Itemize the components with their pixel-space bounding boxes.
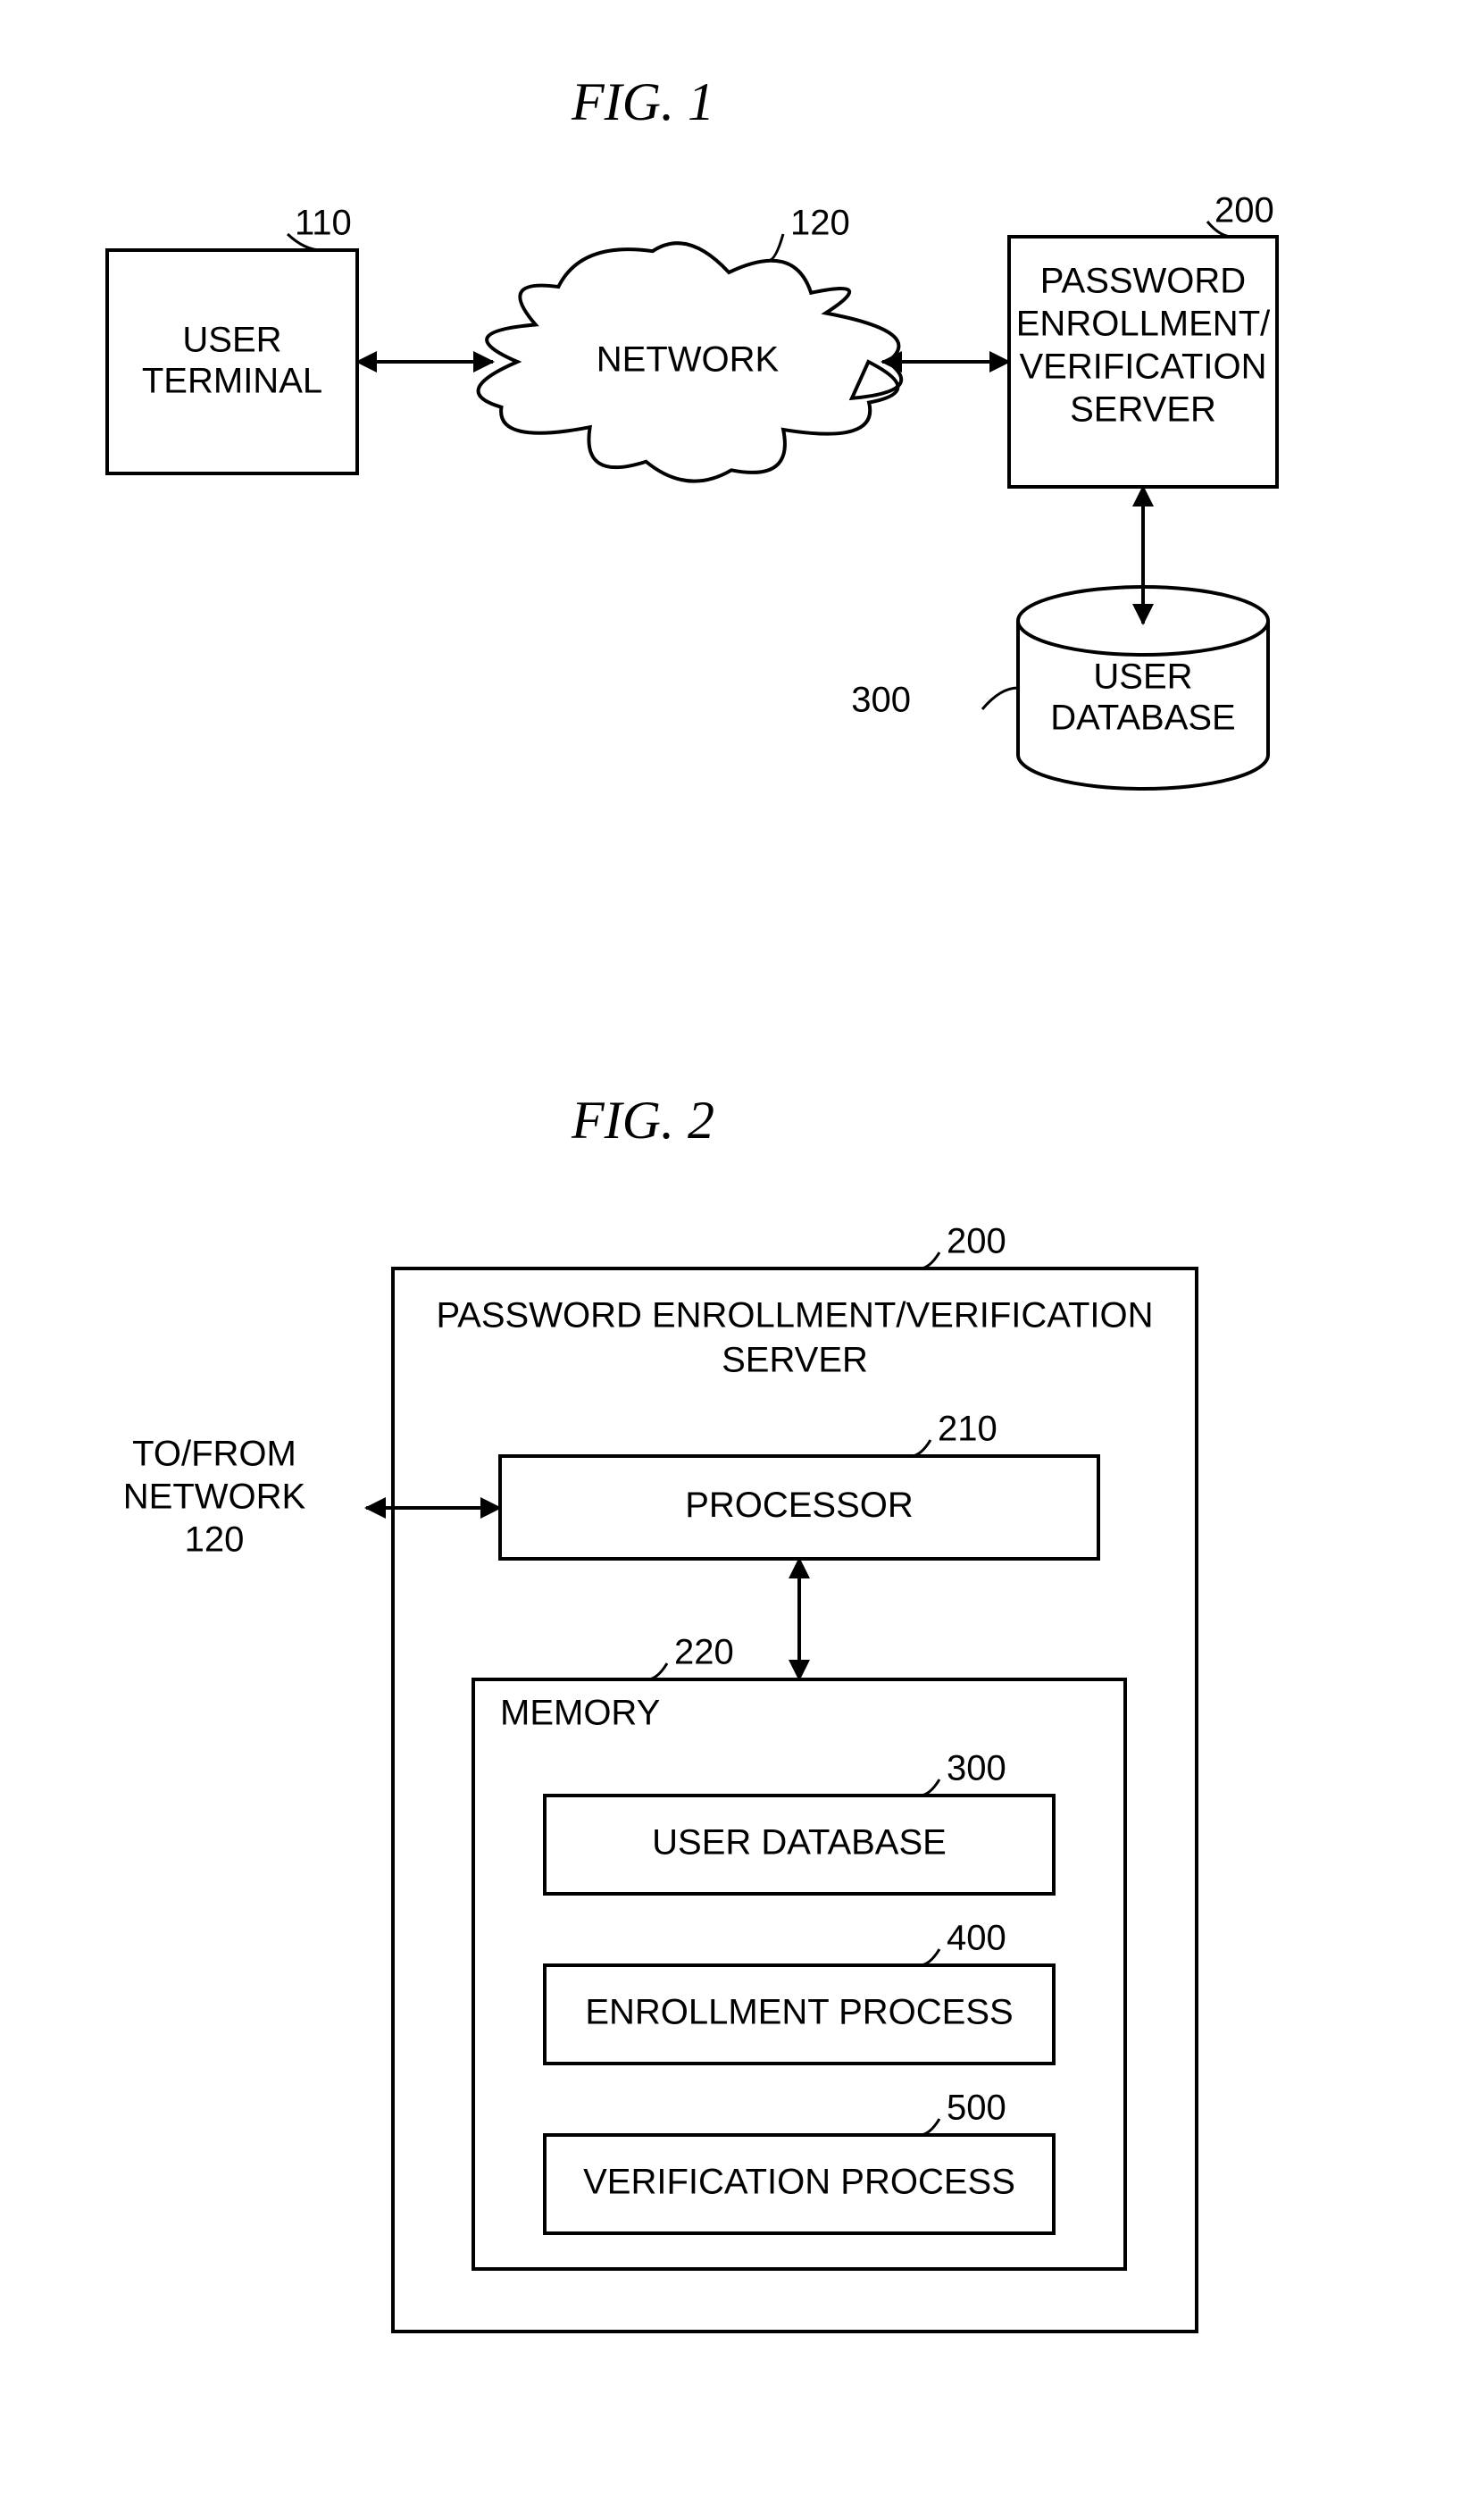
ref-label: 300 [947, 1749, 1006, 1788]
fig1-ref-tick-300 [982, 688, 1018, 709]
fig1-server-label: ENROLLMENT/ [1016, 305, 1271, 344]
ref-label: 210 [938, 1410, 997, 1449]
fig2-enrollment-label: ENROLLMENT PROCESS [585, 1993, 1013, 2032]
fig2-enrollment-ref-tick [920, 1949, 939, 1965]
fig2-ref-tick-220 [647, 1663, 667, 1679]
fig1-ref-tick-120 [768, 234, 783, 261]
fig2-server-title: PASSWORD ENROLLMENT/VERIFICATION [436, 1296, 1153, 1335]
fig1-user-terminal-label: TERMINAL [142, 362, 322, 401]
fig2-network-ext-label: NETWORK [123, 1478, 306, 1517]
ref-label: 200 [1214, 191, 1274, 230]
fig1-user-db-label: USER [1093, 657, 1192, 697]
fig1-user-db-bottom [1018, 755, 1268, 789]
fig2-server-title: SERVER [722, 1341, 868, 1380]
fig2-ref-tick-200 [920, 1252, 939, 1268]
fig2-processor-label: PROCESSOR [685, 1486, 914, 1525]
ref-label: 500 [947, 2089, 1006, 2128]
ref-label: 120 [790, 204, 850, 243]
fig2-verification-label: VERIFICATION PROCESS [583, 2163, 1015, 2202]
fig1-server-label: SERVER [1070, 390, 1216, 430]
fig1-server-label: PASSWORD [1040, 262, 1246, 301]
fig1-user-terminal-label: USER [182, 321, 281, 360]
fig2-network-ext-label: TO/FROM [132, 1435, 296, 1474]
ref-label: 300 [851, 681, 911, 720]
fig2-user-db-ref-tick [920, 1779, 939, 1796]
fig1-network-label: NETWORK [597, 340, 780, 380]
ref-label: 200 [947, 1222, 1006, 1261]
ref-label: 110 [295, 204, 352, 243]
fig1-server-label: VERIFICATION [1019, 347, 1266, 387]
fig2-ref-tick-210 [911, 1440, 931, 1456]
fig1-user-db-label: DATABASE [1050, 699, 1235, 738]
ref-label: 400 [947, 1919, 1006, 1958]
fig2-title: FIG. 2 [571, 1091, 714, 1150]
fig2-memory-label: MEMORY [500, 1694, 660, 1733]
fig2-user-db-label: USER DATABASE [652, 1823, 947, 1863]
ref-label: 220 [674, 1633, 734, 1672]
fig2-network-ext-label: 120 [185, 1520, 245, 1560]
fig2-verification-ref-tick [920, 2119, 939, 2135]
fig1-title: FIG. 1 [571, 72, 714, 131]
